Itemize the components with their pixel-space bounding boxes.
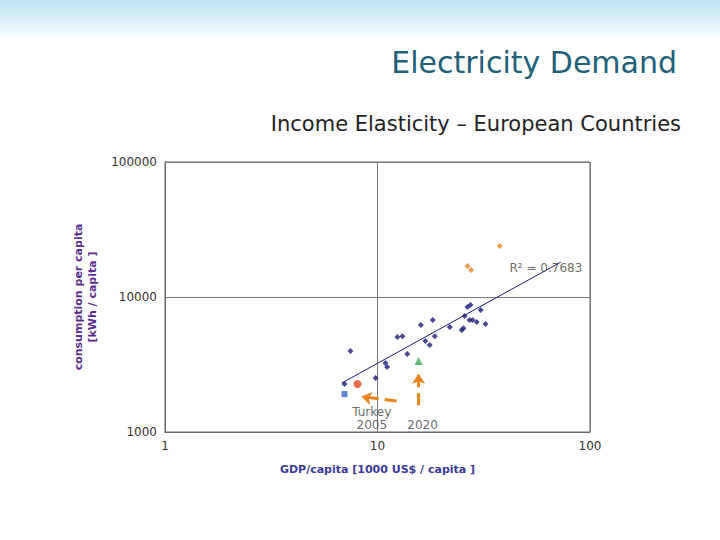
svg-text:consumption per capita: consumption per capita xyxy=(72,224,85,371)
svg-text:Income Elasticity – European C: Income Elasticity – European Countries xyxy=(271,112,681,136)
svg-text:10000: 10000 xyxy=(119,290,157,304)
svg-text:100: 100 xyxy=(579,439,602,453)
svg-text:2005: 2005 xyxy=(357,418,388,432)
svg-text:100000: 100000 xyxy=(111,155,157,169)
svg-text:GDP/capita [1000 US$ / capita: GDP/capita [1000 US$ / capita ] xyxy=(280,463,475,476)
svg-text:10: 10 xyxy=(370,439,385,453)
svg-text:[kWh / capita ]: [kWh / capita ] xyxy=(86,251,99,342)
svg-text:R² = 0.7683: R² = 0.7683 xyxy=(509,261,582,275)
svg-text:1: 1 xyxy=(161,439,169,453)
svg-text:Turkey: Turkey xyxy=(351,405,391,419)
svg-text:1000: 1000 xyxy=(126,425,157,439)
svg-text:Electricity Demand: Electricity Demand xyxy=(391,45,677,80)
svg-text:2020: 2020 xyxy=(407,418,438,432)
